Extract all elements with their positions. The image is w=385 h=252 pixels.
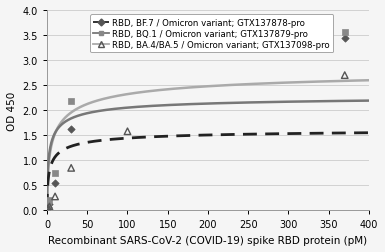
- Point: [341, 74, 348, 78]
- Point: [45, 206, 51, 210]
- Point: [46, 199, 52, 203]
- X-axis label: Recombinant SARS-CoV-2 (COVID-19) spike RBD protein (pM): Recombinant SARS-CoV-2 (COVID-19) spike …: [49, 235, 368, 245]
- Point: [341, 31, 348, 35]
- Point: [52, 195, 58, 199]
- Point: [44, 207, 50, 211]
- Point: [124, 130, 131, 134]
- Point: [341, 36, 348, 40]
- Y-axis label: OD 450: OD 450: [7, 91, 17, 130]
- Point: [68, 128, 74, 132]
- Point: [46, 205, 52, 209]
- Point: [45, 205, 51, 209]
- Point: [52, 181, 58, 185]
- Point: [52, 171, 58, 175]
- Point: [44, 207, 50, 211]
- Point: [44, 206, 50, 210]
- Point: [68, 166, 74, 170]
- Point: [46, 203, 52, 207]
- Legend: RBD, BF.7 / Omicron variant; GTX137878-pro, RBD, BQ.1 / Omicron variant; GTX1378: RBD, BF.7 / Omicron variant; GTX137878-p…: [90, 15, 333, 53]
- Point: [68, 100, 74, 104]
- Point: [45, 206, 51, 210]
